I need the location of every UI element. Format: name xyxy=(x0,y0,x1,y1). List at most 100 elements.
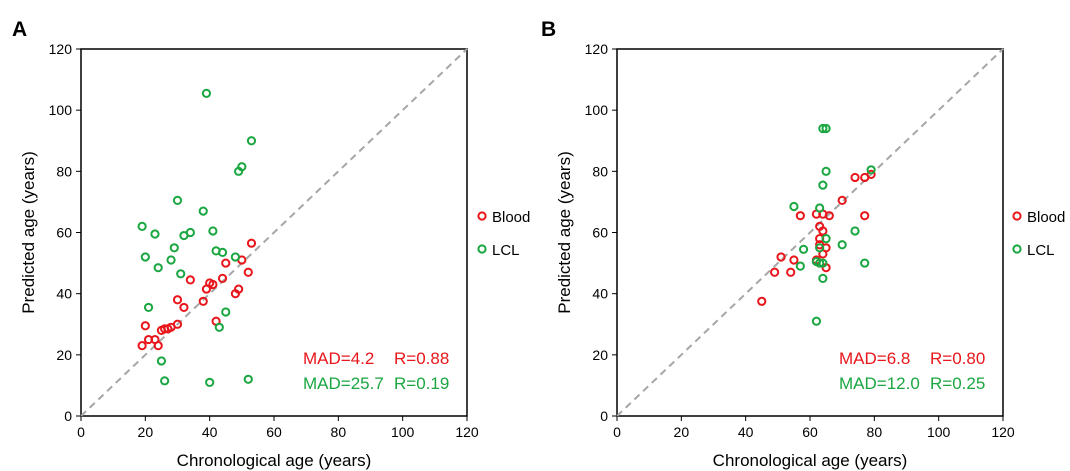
data-point-blood xyxy=(860,211,870,221)
identity-line xyxy=(80,48,468,417)
data-point-blood xyxy=(770,267,780,277)
data-point-blood xyxy=(208,279,218,290)
data-point-lcl xyxy=(176,269,186,279)
data-point-lcl xyxy=(221,307,231,317)
data-point-blood xyxy=(246,238,257,248)
data-point-blood xyxy=(850,172,860,183)
annotation-mad: MAD=6.8 xyxy=(839,349,910,368)
data-point-lcl xyxy=(815,243,825,253)
data-point-lcl xyxy=(798,244,809,254)
x-axis-title: Chronological age (years) xyxy=(713,451,908,470)
data-point-blood xyxy=(818,226,828,236)
x-tick-label: 60 xyxy=(266,424,282,440)
data-point-blood xyxy=(786,267,796,277)
x-tick-label: 120 xyxy=(455,424,479,440)
x-tick-label: 100 xyxy=(927,424,951,440)
legend-marker-blood xyxy=(1012,211,1022,221)
data-point-lcl xyxy=(150,229,160,239)
annotation-r: R=0.19 xyxy=(394,374,449,393)
y-tick-label: 40 xyxy=(56,286,72,302)
data-point-lcl xyxy=(143,302,154,313)
data-point-lcl xyxy=(137,221,147,231)
data-point-blood xyxy=(776,252,786,262)
data-point-lcl xyxy=(866,165,876,175)
data-point-blood xyxy=(789,255,799,265)
data-point-blood xyxy=(153,341,163,351)
x-tick-label: 0 xyxy=(77,424,85,440)
data-point-lcl xyxy=(243,374,253,384)
legend-label-lcl: LCL xyxy=(492,242,520,259)
y-tick-label: 0 xyxy=(600,408,608,424)
x-tick-label: 0 xyxy=(613,424,621,440)
y-tick-label: 60 xyxy=(56,225,72,241)
y-axis-title: Predicted age (years) xyxy=(19,151,38,314)
data-point-blood xyxy=(172,319,183,329)
data-point-blood xyxy=(824,211,834,221)
y-tick-label: 20 xyxy=(56,347,72,363)
annotation-mad: MAD=12.0 xyxy=(839,374,920,393)
x-tick-label: 20 xyxy=(138,424,154,440)
series-blood xyxy=(757,169,876,306)
data-point-lcl xyxy=(821,166,831,176)
data-point-lcl xyxy=(201,88,212,98)
y-axis-title: Predicted age (years) xyxy=(555,151,574,314)
data-point-lcl xyxy=(818,180,828,190)
x-tick-label: 100 xyxy=(391,424,415,440)
y-tick-label: 120 xyxy=(49,41,73,57)
annotation-r: R=0.80 xyxy=(930,349,985,368)
panel-a: A 0 20 40 60 80 100 120 0 20 40 60 80 100 120 Chronolog… xyxy=(12,18,530,470)
data-point-blood xyxy=(234,284,244,294)
data-point-lcl xyxy=(172,195,183,205)
data-point-lcl xyxy=(140,252,150,262)
data-point-blood xyxy=(179,302,189,313)
data-point-lcl xyxy=(160,376,170,386)
panel-b: B 0 20 40 60 80 100 120 0 20 40 60 80 100 120 Chronolog… xyxy=(541,18,1065,470)
legend-label-blood: Blood xyxy=(1027,209,1065,226)
y-tick-label: 60 xyxy=(592,225,608,241)
legend-marker-blood xyxy=(477,211,487,221)
data-point-lcl xyxy=(818,273,828,283)
legend-label-lcl: LCL xyxy=(1027,242,1055,259)
y-tick-label: 80 xyxy=(592,163,608,179)
data-point-lcl xyxy=(821,123,831,134)
x-tick-label: 40 xyxy=(738,424,754,440)
data-point-lcl xyxy=(217,247,228,257)
data-point-blood xyxy=(243,267,253,277)
data-point-blood xyxy=(172,295,183,305)
data-point-lcl xyxy=(850,226,860,236)
series-lcl xyxy=(789,123,876,326)
data-point-lcl xyxy=(169,243,179,253)
data-point-lcl xyxy=(811,316,822,326)
x-axis-title: Chronological age (years) xyxy=(177,451,372,470)
data-point-lcl xyxy=(230,252,240,262)
data-point-lcl xyxy=(818,123,828,134)
data-point-lcl xyxy=(198,206,208,216)
data-point-lcl xyxy=(815,203,825,213)
data-point-lcl xyxy=(205,377,215,387)
x-tick-label: 120 xyxy=(991,424,1015,440)
y-tick-label: 20 xyxy=(592,347,608,363)
y-tick-label: 40 xyxy=(592,286,608,302)
data-point-blood xyxy=(217,273,228,283)
data-point-lcl xyxy=(246,136,257,146)
data-point-lcl xyxy=(166,255,176,265)
data-point-lcl xyxy=(237,162,247,172)
data-point-lcl xyxy=(153,263,163,273)
series-blood xyxy=(137,238,257,351)
series-lcl xyxy=(137,88,257,387)
data-point-lcl xyxy=(156,356,167,366)
legend-marker-lcl xyxy=(477,244,487,254)
data-point-blood xyxy=(757,296,767,306)
data-point-blood xyxy=(198,296,208,306)
annotation-r: R=0.88 xyxy=(394,349,449,368)
panel-label: A xyxy=(12,18,27,41)
legend-marker-lcl xyxy=(1012,244,1022,254)
y-tick-label: 120 xyxy=(585,41,609,57)
x-tick-label: 80 xyxy=(331,424,347,440)
data-point-lcl xyxy=(795,261,805,271)
panel-label: B xyxy=(541,18,556,41)
data-point-blood xyxy=(185,275,195,285)
data-point-lcl xyxy=(818,258,828,268)
data-point-blood xyxy=(140,321,150,331)
identity-line xyxy=(616,48,1004,417)
